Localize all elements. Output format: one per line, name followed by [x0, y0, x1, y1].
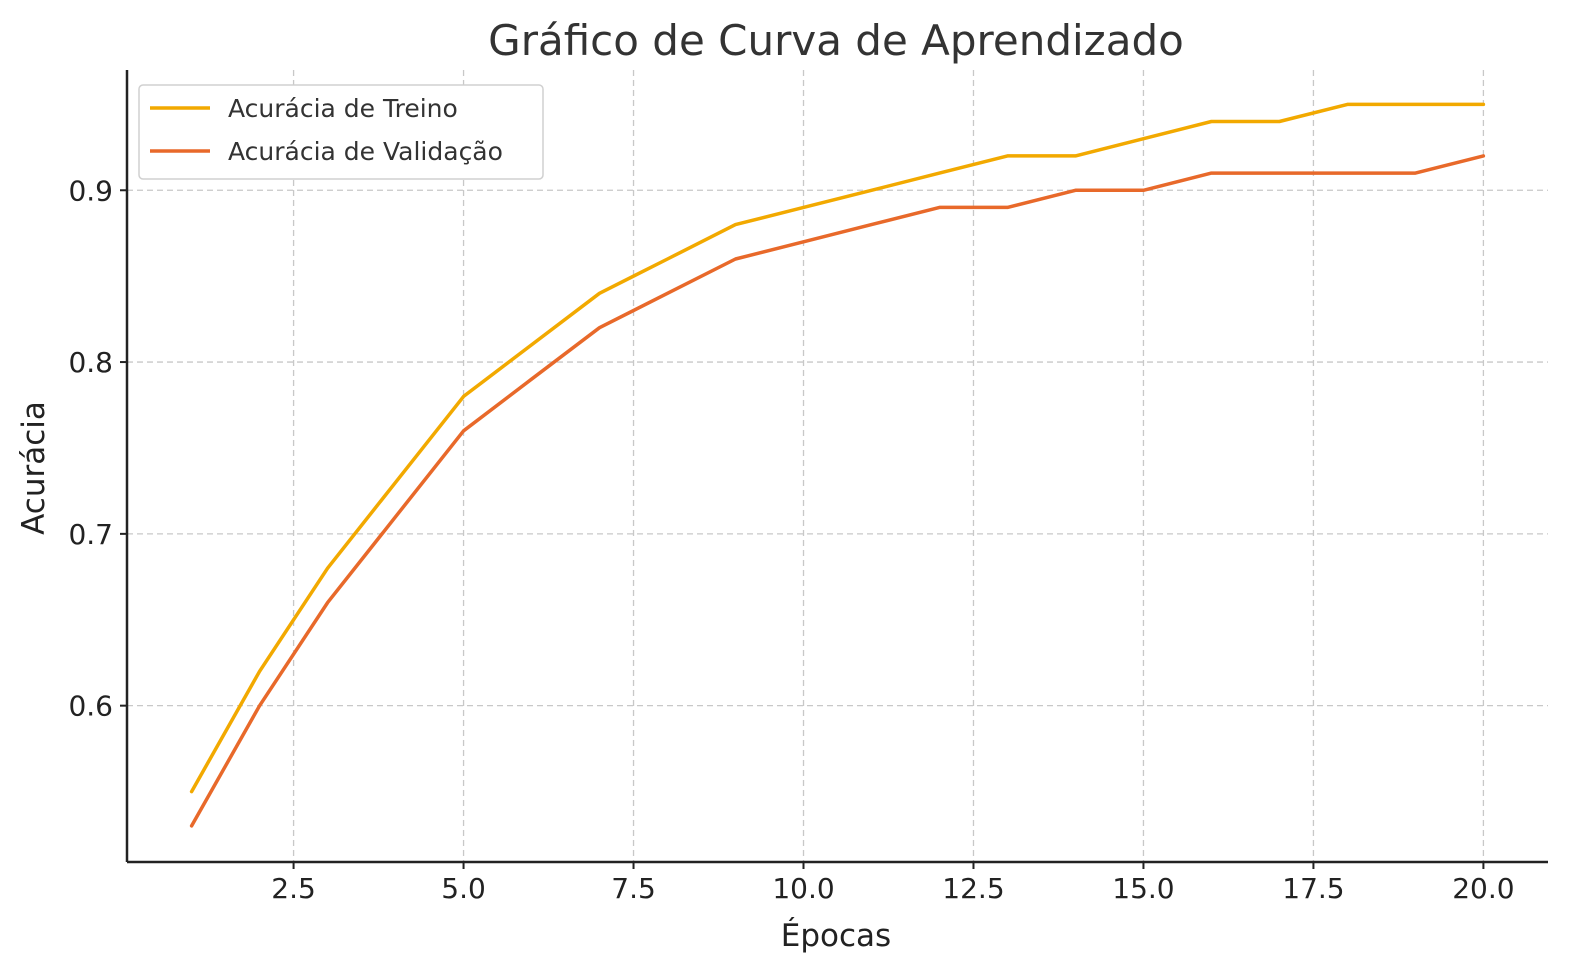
x-tick-label: 20.0: [1452, 872, 1514, 905]
x-tick-label: 5.0: [441, 872, 486, 905]
legend: Acurácia de Treino Acurácia de Validação: [138, 84, 544, 180]
x-tick-label: 15.0: [1112, 872, 1174, 905]
y-tick-label: 0.6: [68, 690, 113, 723]
series-lines: [189, 102, 1486, 828]
x-tick-label: 12.5: [942, 872, 1004, 905]
series-line-validation-accuracy: [189, 154, 1486, 828]
y-tick-label: 0.7: [68, 518, 113, 551]
x-tick-label: 10.0: [772, 872, 834, 905]
y-gridlines: [127, 189, 1548, 707]
x-tick-label: 17.5: [1282, 872, 1344, 905]
x-axis-ticks: 2.5 5.0 7.5 10.0 12.5 15.0 17.5 20.0: [271, 862, 1515, 905]
legend-box: [138, 84, 544, 180]
y-axis-label: Acurácia: [16, 401, 52, 535]
y-axis-ticks: 0.6 0.7 0.8 0.9: [68, 174, 127, 723]
x-gridlines: [292, 70, 1485, 862]
y-tick-label: 0.8: [68, 346, 113, 379]
x-tick-label: 7.5: [611, 872, 656, 905]
legend-label-train: Acurácia de Treino: [228, 94, 458, 123]
x-axis-label: Épocas: [781, 918, 891, 954]
series-line-train-accuracy: [189, 102, 1486, 794]
x-tick-label: 2.5: [271, 872, 316, 905]
chart-title: Gráfico de Curva de Aprendizado: [488, 16, 1184, 65]
y-tick-label: 0.9: [68, 174, 113, 207]
legend-label-validation: Acurácia de Validação: [228, 137, 503, 166]
